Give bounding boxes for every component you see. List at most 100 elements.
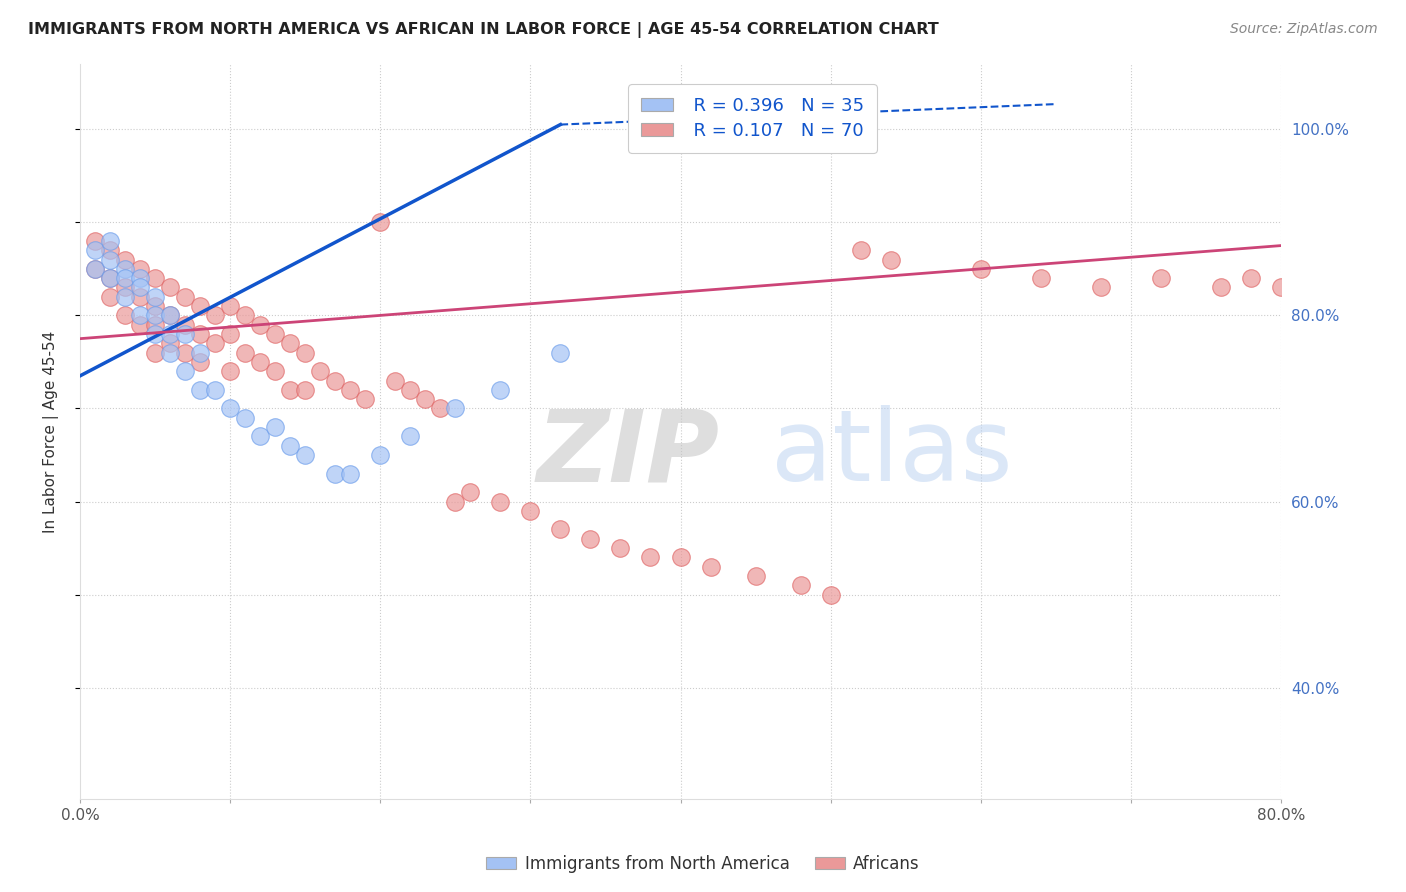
Point [294,383,316,397]
Point [219,299,242,313]
Point [98,244,121,258]
Point [114,261,136,276]
Point [249,318,271,332]
Point [820,588,842,602]
Point [294,448,316,462]
Point [159,280,181,294]
Y-axis label: In Labor Force | Age 45-54: In Labor Force | Age 45-54 [44,331,59,533]
Point [1090,280,1112,294]
Point [159,309,181,323]
Point [159,326,181,341]
Point [1240,271,1263,285]
Point [129,290,152,304]
Point [489,383,512,397]
Point [143,299,166,313]
Point [339,467,361,481]
Point [143,326,166,341]
Text: IMMIGRANTS FROM NORTH AMERICA VS AFRICAN IN LABOR FORCE | AGE 45-54 CORRELATION : IMMIGRANTS FROM NORTH AMERICA VS AFRICAN… [28,22,939,38]
Point [129,318,152,332]
Point [114,252,136,267]
Point [264,326,287,341]
Point [249,429,271,443]
Point [143,290,166,304]
Point [233,410,256,425]
Point [174,290,197,304]
Point [174,318,197,332]
Point [429,401,451,416]
Point [114,280,136,294]
Point [98,271,121,285]
Point [460,485,482,500]
Point [278,336,301,351]
Point [188,326,211,341]
Point [143,271,166,285]
Point [143,345,166,359]
Point [174,364,197,378]
Point [219,326,242,341]
Point [114,309,136,323]
Point [159,345,181,359]
Text: atlas: atlas [770,405,1012,502]
Point [970,261,993,276]
Point [188,299,211,313]
Legend: Immigrants from North America, Africans: Immigrants from North America, Africans [479,848,927,880]
Point [219,401,242,416]
Point [129,271,152,285]
Point [368,448,391,462]
Point [84,234,107,248]
Point [143,309,166,323]
Point [204,383,226,397]
Point [368,215,391,229]
Point [444,494,467,508]
Point [204,336,226,351]
Point [114,271,136,285]
Point [84,261,107,276]
Point [188,345,211,359]
Point [129,261,152,276]
Legend:   R = 0.396   N = 35,   R = 0.107   N = 70: R = 0.396 N = 35, R = 0.107 N = 70 [628,84,877,153]
Point [309,364,332,378]
Point [264,364,287,378]
Point [550,345,572,359]
Point [339,383,361,397]
Point [609,541,631,555]
Point [219,364,242,378]
Point [174,326,197,341]
Point [489,494,512,508]
Point [264,420,287,434]
Point [1270,280,1292,294]
Point [174,345,197,359]
Point [84,261,107,276]
Point [354,392,377,407]
Point [278,383,301,397]
Point [640,550,662,565]
Point [98,290,121,304]
Point [98,271,121,285]
Point [1029,271,1052,285]
Point [159,336,181,351]
Point [278,439,301,453]
Point [129,280,152,294]
Point [789,578,811,592]
Point [98,252,121,267]
Point [98,234,121,248]
Point [188,383,211,397]
Point [84,244,107,258]
Point [849,244,872,258]
Point [880,252,903,267]
Point [323,374,346,388]
Point [1150,271,1173,285]
Point [519,504,541,518]
Point [159,309,181,323]
Point [143,318,166,332]
Point [384,374,406,388]
Point [399,429,422,443]
Point [129,309,152,323]
Point [413,392,436,407]
Point [669,550,692,565]
Point [249,355,271,369]
Point [579,532,602,546]
Point [233,345,256,359]
Point [294,345,316,359]
Point [233,309,256,323]
